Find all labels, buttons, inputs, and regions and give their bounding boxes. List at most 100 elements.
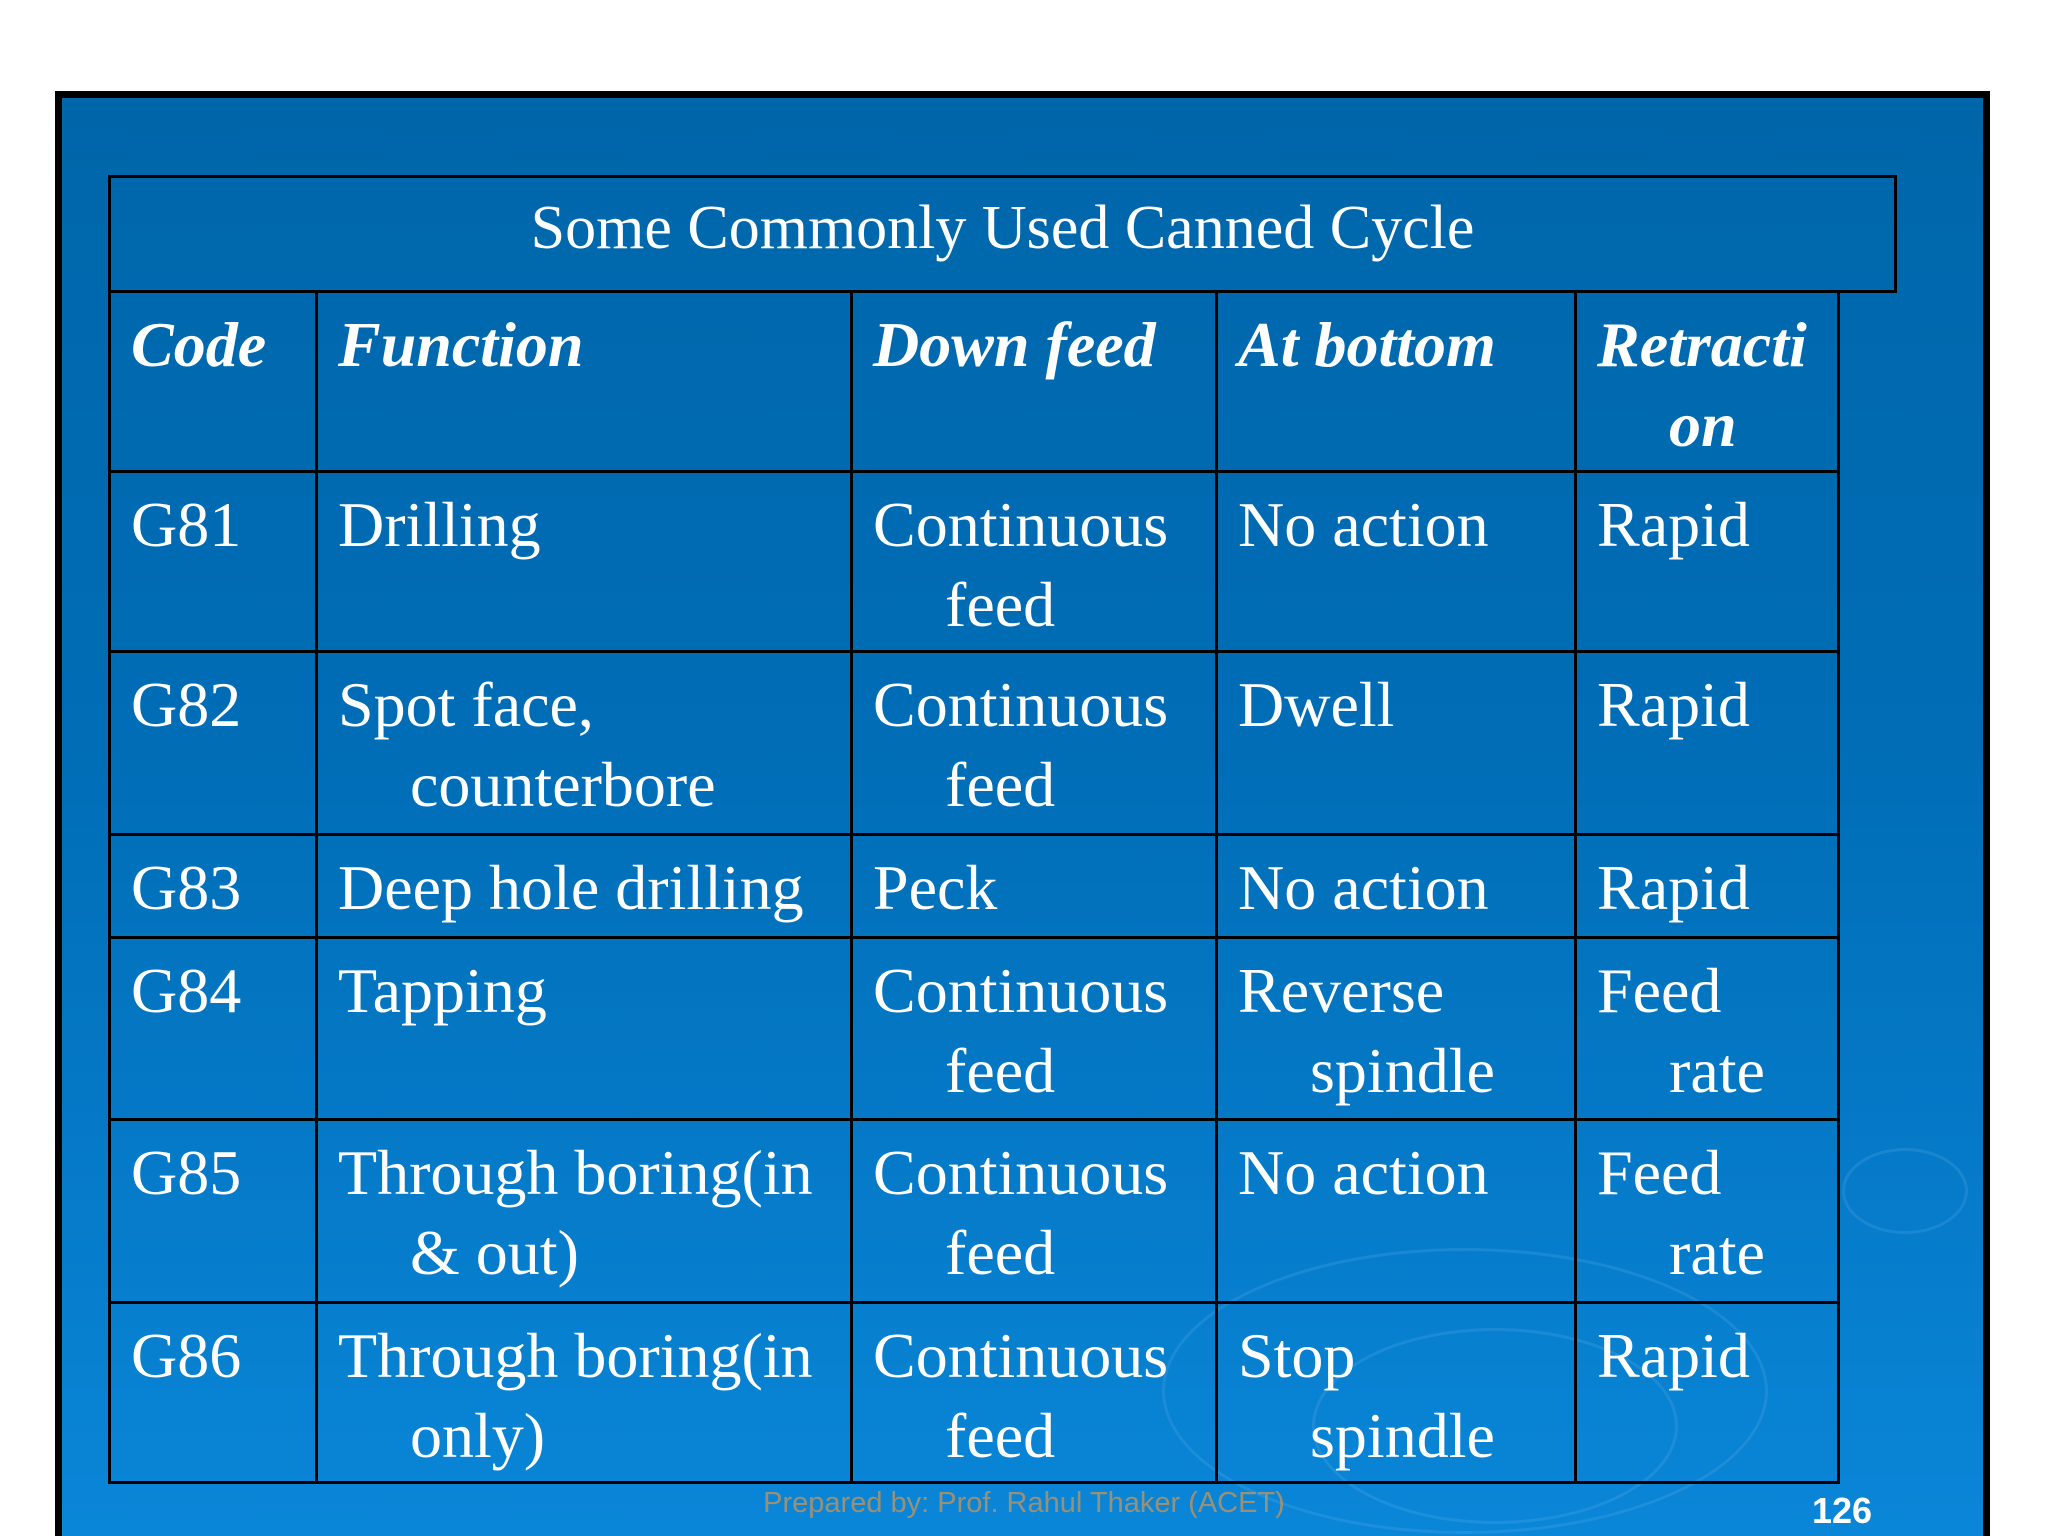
cell-line: spindle [1310, 1400, 1495, 1471]
table-cell: Dwell [1215, 650, 1577, 836]
empty-space [1837, 834, 1896, 938]
cell-line: Reverse [1238, 955, 1445, 1026]
cell-line: No action [1238, 1137, 1489, 1208]
empty-space [1837, 471, 1896, 652]
cell-line: counterbore [410, 749, 716, 820]
table-cell: Through boring(in only) [315, 1301, 853, 1484]
table-cell: Rapid [1574, 1301, 1840, 1484]
column-header: Code [108, 290, 318, 473]
cell-line: Continuous [873, 1320, 1169, 1391]
cell-line: Retracti [1597, 309, 1807, 380]
table-cell: Feed rate [1574, 936, 1840, 1121]
table-cell: G82 [108, 650, 318, 836]
cell-line: Rapid [1597, 852, 1750, 923]
table-cell: Peck [850, 833, 1218, 939]
cell-line: rate [1669, 1217, 1765, 1288]
cell-line: Dwell [1238, 669, 1395, 740]
table-cell: No action [1215, 470, 1577, 653]
empty-space [1837, 651, 1896, 835]
slide: Some Commonly Used Canned Cycle Code Func… [55, 91, 1990, 1536]
table-cell: Tapping [315, 936, 853, 1121]
table-cell: Reverse spindle [1215, 936, 1577, 1121]
header-row: Code Function Down feed At bottom Retracti on [108, 290, 1896, 473]
table-cell: Drilling [315, 470, 853, 653]
cell-line: Feed [1597, 1137, 1722, 1208]
table-cell: Through boring(in & out) [315, 1118, 853, 1304]
table-cell: No action [1215, 833, 1577, 939]
cell-line: Peck [873, 852, 998, 923]
cell-line: G81 [131, 489, 242, 560]
cell-line: only) [410, 1400, 546, 1471]
table-cell: G83 [108, 833, 318, 939]
canned-cycle-table: Some Commonly Used Canned Cycle Code Func… [108, 175, 1897, 1484]
table-cell: Rapid [1574, 833, 1840, 939]
empty-space [1837, 1119, 1896, 1303]
cell-line: Code [131, 309, 267, 380]
cell-line: Through boring(in [338, 1320, 813, 1391]
cell-line: Drilling [338, 489, 541, 560]
cell-line: Continuous [873, 669, 1169, 740]
cell-line: Tapping [338, 955, 547, 1026]
table-cell: Continuous feed [850, 936, 1218, 1121]
table-cell: Stop spindle [1215, 1301, 1577, 1484]
empty-space [1837, 937, 1896, 1120]
cell-line: Function [338, 309, 584, 380]
table-cell: G85 [108, 1118, 318, 1304]
table-row: G85 Through boring(in & out) Continuous feed… [108, 1118, 1896, 1304]
watermark: Prepared by: Prof. Rahul Thaker (ACET) [763, 1487, 1285, 1519]
cell-line: Rapid [1597, 669, 1750, 740]
table-cell: Spot face, counterbore [315, 650, 853, 836]
table-cell: Continuous feed [850, 1301, 1218, 1484]
cell-line: At bottom [1238, 309, 1496, 380]
cell-line: & out) [410, 1217, 579, 1288]
cell-line: feed [945, 569, 1056, 640]
table-cell: Continuous feed [850, 650, 1218, 836]
table-row: G82 Spot face, counterbore Continuous feed Dw… [108, 650, 1896, 836]
cell-line: Continuous [873, 489, 1169, 560]
cell-line: feed [945, 749, 1056, 820]
cell-line: Deep hole drilling [338, 852, 804, 923]
table-cell: Rapid [1574, 470, 1840, 653]
table-cell: No action [1215, 1118, 1577, 1304]
cell-line: Rapid [1597, 1320, 1750, 1391]
cell-line: Feed [1597, 955, 1722, 1026]
cell-line: Stop [1238, 1320, 1356, 1391]
table-cell: Continuous feed [850, 470, 1218, 653]
cell-line: spindle [1310, 1035, 1495, 1106]
table-row: G84 Tapping Continuous feed Reverse spindle Fe… [108, 936, 1896, 1121]
column-header: Function [315, 290, 853, 473]
table-row: G86 Through boring(in only) Continuous feed S… [108, 1301, 1896, 1484]
cell-line: Down feed [873, 309, 1156, 380]
table-cell: Rapid [1574, 650, 1840, 836]
table-row: G83 Deep hole drilling Peck No action Rapid [108, 833, 1896, 939]
column-header: At bottom [1215, 290, 1577, 473]
cell-line: G82 [131, 669, 242, 740]
table-cell: G86 [108, 1301, 318, 1484]
cell-line: Continuous [873, 955, 1169, 1026]
cell-line: No action [1238, 489, 1489, 560]
cell-line: on [1669, 389, 1737, 460]
column-header: Down feed [850, 290, 1218, 473]
cell-line: rate [1669, 1035, 1765, 1106]
page-number: 126 [1812, 1490, 1873, 1531]
table-cell: G84 [108, 936, 318, 1121]
cell-line: No action [1238, 852, 1489, 923]
cell-line: feed [945, 1217, 1056, 1288]
column-header: Retracti on [1574, 290, 1840, 473]
table-cell: Feed rate [1574, 1118, 1840, 1304]
cell-line: Continuous [873, 1137, 1169, 1208]
table-cell: G81 [108, 470, 318, 653]
empty-space [1837, 1302, 1896, 1483]
cell-line: Rapid [1597, 489, 1750, 560]
cell-line: G85 [131, 1137, 242, 1208]
cell-line: feed [945, 1400, 1056, 1471]
cell-line: G83 [131, 852, 242, 923]
cell-line: G86 [131, 1320, 242, 1391]
table-title: Some Commonly Used Canned Cycle [108, 175, 1897, 293]
cell-line: Through boring(in [338, 1137, 813, 1208]
table-cell: Continuous feed [850, 1118, 1218, 1304]
table-row: G81 Drilling Continuous feed No action Rapid [108, 470, 1896, 653]
table-cell: Deep hole drilling [315, 833, 853, 939]
cell-line: Spot face, [338, 669, 594, 740]
empty-space [1837, 291, 1896, 472]
